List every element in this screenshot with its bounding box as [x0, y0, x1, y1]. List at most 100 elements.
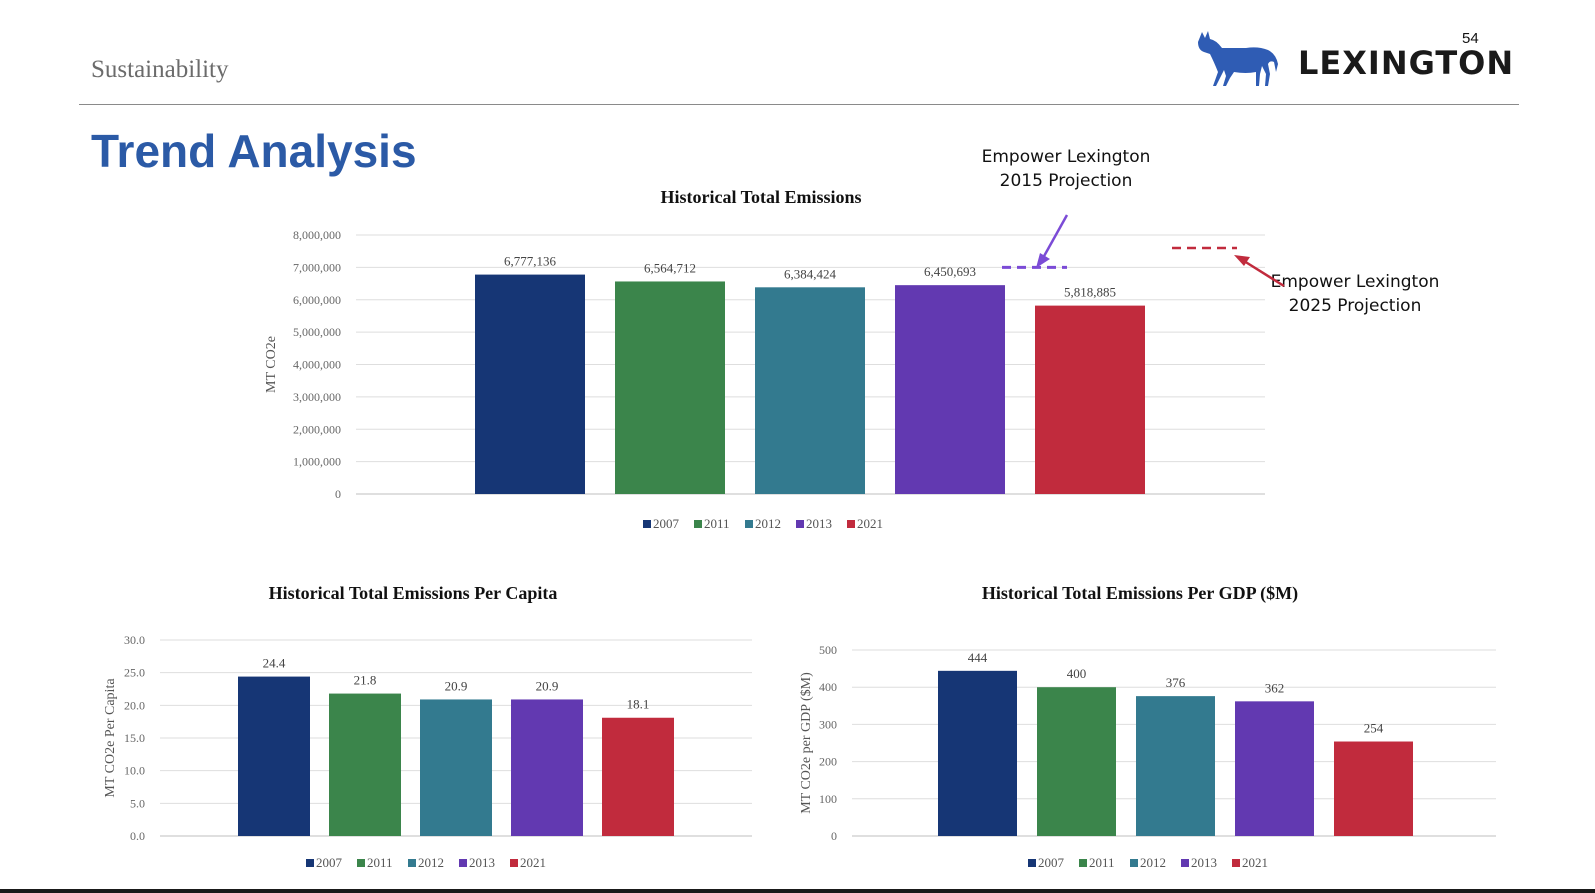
y-tick-label-total: 3,000,000: [293, 390, 341, 404]
callout-2025-line1: Empower Lexington: [1270, 272, 1440, 292]
bar-pergdp-2011: [1037, 687, 1116, 836]
y-tick-label-total: 7,000,000: [293, 260, 341, 274]
bar-percapita-2013: [511, 699, 583, 836]
bar-pergdp-2021: [1334, 741, 1413, 836]
callout-2015-projection: Empower Lexington 2015 Projection: [976, 145, 1156, 193]
legend-swatch-percapita-2012: [408, 859, 416, 867]
legend-swatch-total-2007: [643, 520, 651, 528]
legend-swatch-pergdp-2012: [1130, 859, 1138, 867]
y-tick-label-pergdp: 200: [819, 755, 837, 769]
bar-pergdp-2013: [1235, 701, 1314, 836]
legend-label-total-2012: 2012: [755, 516, 781, 531]
bar-percapita-2012: [420, 699, 492, 836]
y-tick-label-total: 0: [335, 487, 341, 501]
legend-swatch-percapita-2011: [357, 859, 365, 867]
legend-label-percapita-2013: 2013: [469, 855, 495, 870]
data-label-pergdp-2013: 362: [1265, 680, 1285, 695]
y-tick-label-total: 5,000,000: [293, 325, 341, 339]
page-number: 54: [1462, 30, 1479, 47]
legend-label-total-2021: 2021: [857, 516, 883, 531]
page-title: Trend Analysis: [91, 125, 417, 177]
chart-title-pergdp: Historical Total Emissions Per GDP ($M): [982, 583, 1298, 604]
bar-percapita-2007: [238, 676, 310, 836]
data-label-percapita-2007: 24.4: [263, 656, 286, 671]
arrow-2015-head: [1036, 253, 1050, 268]
arrow-2015-shaft: [1041, 214, 1069, 259]
y-tick-label-percapita: 25.0: [124, 666, 145, 680]
legend-swatch-percapita-2013: [459, 859, 467, 867]
y-tick-label-percapita: 30.0: [124, 633, 145, 647]
y-tick-label-total: 2,000,000: [293, 422, 341, 436]
y-tick-label-pergdp: 300: [819, 717, 837, 731]
bar-percapita-2011: [329, 693, 401, 836]
y-tick-label-total: 1,000,000: [293, 455, 341, 469]
header-divider: [79, 104, 1519, 105]
callout-2015-line1: Empower Lexington: [981, 147, 1151, 167]
data-label-total-2012: 6,384,424: [784, 266, 837, 281]
data-label-pergdp-2011: 400: [1067, 666, 1087, 681]
arrow-2025-head: [1234, 255, 1250, 266]
y-axis-label-pergdp: MT CO2e per GDP ($M): [799, 672, 814, 814]
bar-percapita-2021: [602, 717, 674, 836]
data-label-total-2021: 5,818,885: [1064, 285, 1116, 300]
horse-logo-icon: [1198, 31, 1278, 86]
legend-swatch-total-2011: [694, 520, 702, 528]
callout-2025-projection: Empower Lexington 2025 Projection: [1265, 270, 1445, 318]
legend-label-pergdp-2012: 2012: [1140, 855, 1166, 870]
bar-pergdp-2007: [938, 670, 1017, 836]
arrow-2025-shaft: [1243, 259, 1285, 288]
legend-swatch-percapita-2021: [510, 859, 518, 867]
bar-total-2007: [475, 274, 585, 494]
legend-label-pergdp-2011: 2011: [1089, 855, 1115, 870]
legend-swatch-pergdp-2011: [1079, 859, 1087, 867]
chart-title-percapita: Historical Total Emissions Per Capita: [269, 583, 558, 603]
data-label-total-2013: 6,450,693: [924, 264, 976, 279]
chart-title-total: Historical Total Emissions: [660, 187, 861, 207]
callout-2015-line2: 2015 Projection: [999, 171, 1133, 191]
legend-swatch-pergdp-2021: [1232, 859, 1240, 867]
legend-swatch-pergdp-2007: [1028, 859, 1036, 867]
y-tick-label-pergdp: 100: [819, 792, 837, 806]
legend-swatch-total-2012: [745, 520, 753, 528]
y-tick-label-total: 4,000,000: [293, 358, 341, 372]
data-label-percapita-2012: 20.9: [445, 678, 468, 693]
y-tick-label-pergdp: 400: [819, 680, 837, 694]
legend-label-total-2013: 2013: [806, 516, 832, 531]
bar-total-2012: [755, 287, 865, 494]
legend-swatch-total-2021: [847, 520, 855, 528]
bottom-bar: [0, 889, 1595, 893]
legend-label-total-2011: 2011: [704, 516, 730, 531]
legend-label-percapita-2011: 2011: [367, 855, 393, 870]
data-label-percapita-2011: 21.8: [354, 673, 377, 688]
y-tick-label-pergdp: 500: [819, 643, 837, 657]
data-label-total-2007: 6,777,136: [504, 254, 557, 269]
bar-total-2021: [1035, 305, 1145, 494]
y-axis-label-percapita: MT CO2e Per Capita: [103, 678, 118, 798]
section-label: Sustainability: [91, 56, 229, 83]
y-tick-label-percapita: 15.0: [124, 731, 145, 745]
legend-label-total-2007: 2007: [653, 516, 680, 531]
y-tick-label-total: 6,000,000: [293, 293, 341, 307]
y-tick-label-pergdp: 0: [831, 829, 837, 843]
data-label-total-2011: 6,564,712: [644, 260, 696, 275]
data-label-percapita-2013: 20.9: [536, 678, 559, 693]
legend-swatch-total-2013: [796, 520, 804, 528]
y-tick-label-percapita: 10.0: [124, 764, 145, 778]
legend-label-percapita-2021: 2021: [520, 855, 546, 870]
legend-swatch-pergdp-2013: [1181, 859, 1189, 867]
data-label-pergdp-2007: 444: [968, 650, 988, 665]
data-label-pergdp-2012: 376: [1166, 675, 1186, 690]
y-tick-label-percapita: 0.0: [130, 829, 145, 843]
legend-label-pergdp-2021: 2021: [1242, 855, 1268, 870]
bar-total-2011: [615, 281, 725, 494]
y-tick-label-total: 8,000,000: [293, 228, 341, 242]
data-label-percapita-2021: 18.1: [627, 697, 650, 712]
legend-label-pergdp-2013: 2013: [1191, 855, 1217, 870]
data-label-pergdp-2021: 254: [1364, 721, 1384, 736]
lexington-wordmark: LEXINGTON: [1298, 44, 1515, 82]
legend-label-percapita-2007: 2007: [316, 855, 343, 870]
y-tick-label-percapita: 5.0: [130, 796, 145, 810]
y-axis-label-total: MT CO2e: [264, 336, 279, 393]
bar-pergdp-2012: [1136, 696, 1215, 836]
